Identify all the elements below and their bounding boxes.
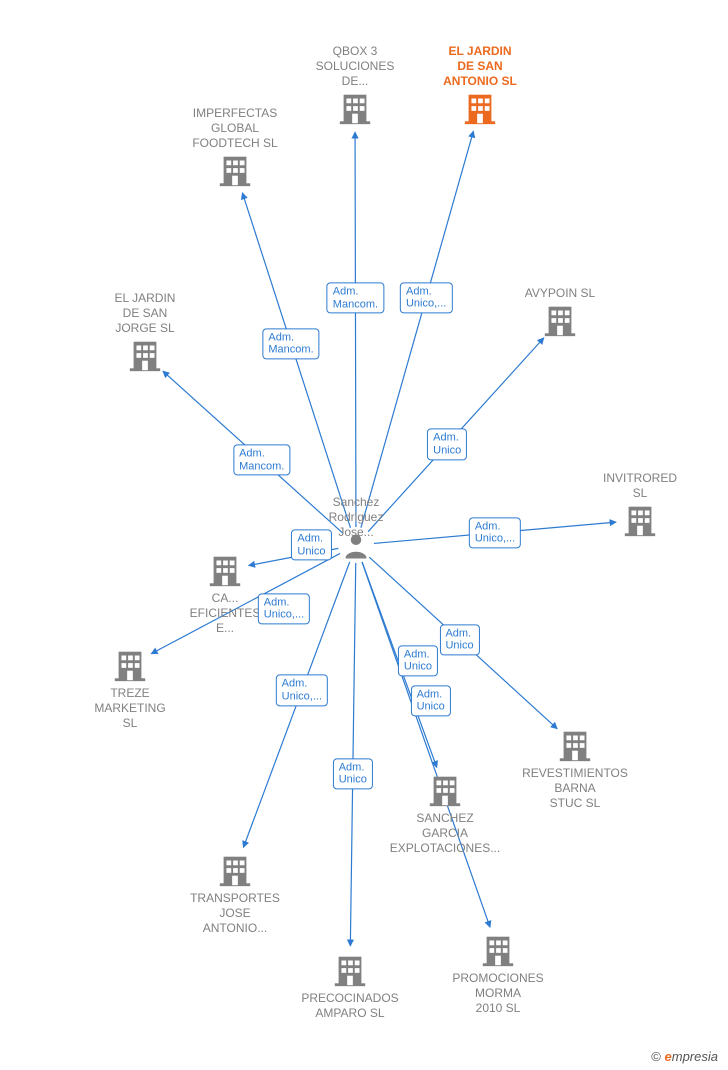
company-label: IMPERFECTAS GLOBAL FOODTECH SL <box>175 106 295 151</box>
edge-label-transportes: Adm. Unico,... <box>276 675 328 706</box>
company-label: EL JARDIN DE SAN ANTONIO SL <box>420 44 540 89</box>
edge-label-jardin_antonio: Adm. Unico,... <box>400 282 452 313</box>
company-node-precocinados[interactable]: PRECOCINADOS AMPARO SL <box>290 951 410 1021</box>
company-label: QBOX 3 SOLUCIONES DE... <box>295 44 415 89</box>
network-diagram: Sanchez Rodriguez Jose...QBOX 3 SOLUCION… <box>0 0 728 1070</box>
edge-to-imperfectas <box>242 193 350 528</box>
edge-label-ca_ef: Adm. Unico <box>291 529 331 560</box>
edge-label-promociones: Adm. Unico <box>411 685 451 716</box>
company-node-jardin_antonio[interactable]: EL JARDIN DE SAN ANTONIO SL <box>420 44 540 129</box>
copyright-symbol: © <box>651 1049 661 1064</box>
company-label: PRECOCINADOS AMPARO SL <box>290 991 410 1021</box>
edge-to-qbox3 <box>355 132 356 527</box>
edge-label-precocinados: Adm. Unico <box>333 758 373 789</box>
company-node-transportes[interactable]: TRANSPORTES JOSE ANTONIO... <box>175 851 295 936</box>
edge-label-treze: Adm. Unico,... <box>258 593 310 624</box>
edge-label-avypoin: Adm. Unico <box>427 429 467 460</box>
company-node-imperfectas[interactable]: IMPERFECTAS GLOBAL FOODTECH SL <box>175 106 295 191</box>
edge-to-precocinados <box>350 563 355 946</box>
company-node-avypoin[interactable]: AVYPOIN SL <box>500 286 620 341</box>
edge-to-jardin_antonio <box>361 131 474 528</box>
company-node-jardin_jorge[interactable]: EL JARDIN DE SAN JORGE SL <box>85 291 205 376</box>
company-label: TRANSPORTES JOSE ANTONIO... <box>175 891 295 936</box>
edge-to-promociones <box>362 562 490 927</box>
company-label: REVESTIMIENTOS BARNA STUC SL <box>515 766 635 811</box>
company-node-sanchez_garcia[interactable]: SANCHEZ GARCIA EXPLOTACIONES... <box>385 771 505 856</box>
brand-e: e <box>665 1049 672 1064</box>
company-label: PROMOCIONES MORMA 2010 SL <box>438 971 558 1016</box>
company-node-treze[interactable]: TREZE MARKETING SL <box>70 646 190 731</box>
edge-label-imperfectas: Adm. Mancom. <box>262 328 319 359</box>
company-label: EL JARDIN DE SAN JORGE SL <box>85 291 205 336</box>
company-label: SANCHEZ GARCIA EXPLOTACIONES... <box>385 811 505 856</box>
edge-label-sanchez_garcia: Adm. Unico <box>398 645 438 676</box>
brand-rest: mpresia <box>672 1049 718 1064</box>
edge-label-revest: Adm. Unico <box>439 624 479 655</box>
company-label: TREZE MARKETING SL <box>70 686 190 731</box>
company-node-qbox3[interactable]: QBOX 3 SOLUCIONES DE... <box>295 44 415 129</box>
company-node-revest[interactable]: REVESTIMIENTOS BARNA STUC SL <box>515 726 635 811</box>
edge-label-qbox3: Adm. Mancom. <box>327 282 384 313</box>
company-label: AVYPOIN SL <box>500 286 620 301</box>
company-node-invitrored[interactable]: INVITRORED SL <box>580 471 700 541</box>
company-node-promociones[interactable]: PROMOCIONES MORMA 2010 SL <box>438 931 558 1016</box>
company-label: INVITRORED SL <box>580 471 700 501</box>
edge-label-jardin_jorge: Adm. Mancom. <box>233 444 290 475</box>
footer-attribution: © empresia <box>651 1049 718 1064</box>
edge-label-invitrored: Adm. Unico,... <box>469 517 521 548</box>
